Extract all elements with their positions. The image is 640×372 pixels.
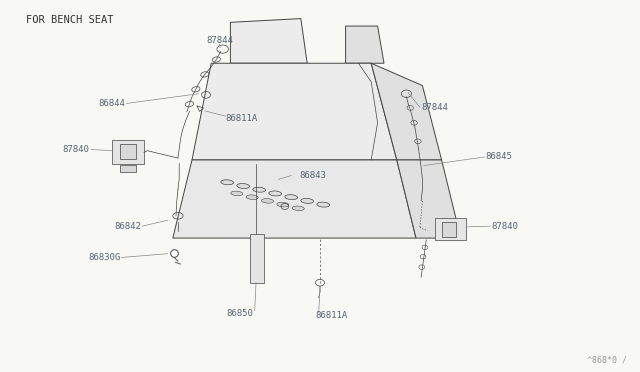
Text: 86842: 86842 [114,222,141,231]
Text: 87840: 87840 [63,145,90,154]
Ellipse shape [237,183,250,189]
Text: 86850: 86850 [226,309,253,318]
Text: FOR BENCH SEAT: FOR BENCH SEAT [26,15,113,25]
Ellipse shape [285,195,298,200]
Ellipse shape [277,202,289,207]
Polygon shape [371,63,442,160]
Ellipse shape [292,206,304,211]
Ellipse shape [317,202,330,207]
Text: 87844: 87844 [421,103,448,112]
FancyBboxPatch shape [435,218,466,240]
Polygon shape [397,160,461,238]
FancyBboxPatch shape [250,234,264,283]
Text: 86844: 86844 [99,99,125,108]
Text: 86843: 86843 [299,171,326,180]
Text: 87844: 87844 [206,36,233,45]
FancyBboxPatch shape [112,140,144,164]
Ellipse shape [253,187,266,192]
Text: 86811A: 86811A [316,311,348,320]
Polygon shape [346,26,384,63]
Text: 87840: 87840 [492,222,518,231]
Ellipse shape [221,180,234,185]
Ellipse shape [301,198,314,203]
Text: 86845: 86845 [485,153,512,161]
FancyBboxPatch shape [442,222,456,237]
Text: 86830G: 86830G [88,253,120,262]
Ellipse shape [262,199,273,203]
Ellipse shape [231,191,243,196]
Text: 86811A: 86811A [225,114,257,123]
FancyBboxPatch shape [120,165,136,172]
Ellipse shape [269,191,282,196]
Text: ^868*0 /: ^868*0 / [588,356,627,365]
FancyBboxPatch shape [120,144,136,159]
Polygon shape [192,63,397,160]
Ellipse shape [246,195,258,199]
Polygon shape [173,160,416,238]
Polygon shape [230,19,307,63]
